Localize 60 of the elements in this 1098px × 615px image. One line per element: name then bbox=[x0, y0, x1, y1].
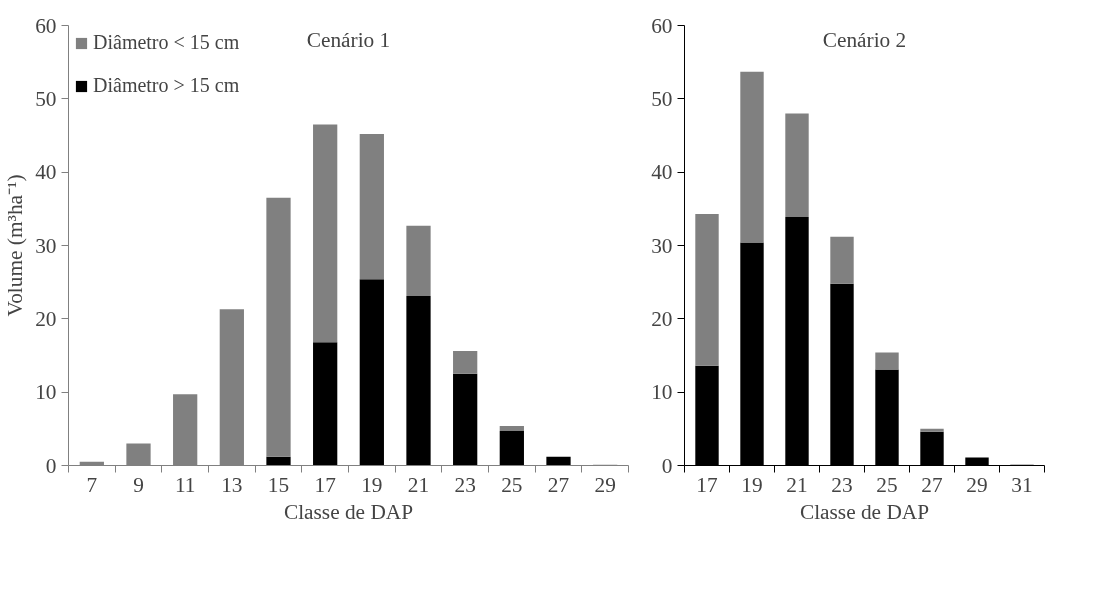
y-tick-label: 40 bbox=[651, 160, 673, 185]
legend-label: Diâmetro > 15 cm bbox=[93, 74, 240, 97]
y-axis-title: Volume (m³ha⁻¹) bbox=[3, 174, 28, 317]
bar bbox=[875, 352, 899, 370]
x-tick-label: 23 bbox=[454, 472, 476, 497]
bar bbox=[499, 431, 524, 466]
y-tick-label: 60 bbox=[651, 13, 673, 38]
bar bbox=[266, 197, 291, 457]
x-tick-label: 17 bbox=[696, 472, 718, 497]
bar bbox=[785, 113, 809, 217]
bar bbox=[313, 342, 338, 466]
x-tick-label: 9 bbox=[133, 472, 144, 497]
legend-label: Diâmetro < 15 cm bbox=[93, 31, 240, 54]
bar bbox=[266, 456, 291, 466]
x-tick-label: 21 bbox=[407, 472, 430, 497]
x-tick-label: 21 bbox=[786, 472, 808, 497]
x-tick-label: 19 bbox=[741, 472, 763, 497]
chart-title: Cenário 1 bbox=[306, 27, 391, 52]
x-tick-label: 13 bbox=[221, 472, 243, 497]
y-tick-label: 10 bbox=[651, 380, 673, 405]
chart-title: Cenário 2 bbox=[822, 27, 907, 52]
y-tick-label: 30 bbox=[35, 233, 57, 258]
y-tick-label: 0 bbox=[45, 453, 57, 478]
bar bbox=[920, 428, 944, 432]
bar bbox=[499, 425, 524, 432]
y-tick-label: 20 bbox=[35, 306, 57, 331]
x-tick-label: 27 bbox=[921, 472, 943, 497]
x-tick-label: 15 bbox=[267, 472, 290, 497]
y-tick-label: 60 bbox=[35, 13, 57, 38]
bar bbox=[406, 225, 431, 297]
x-axis-title: Classe de DAP bbox=[283, 499, 414, 524]
x-tick-label: 25 bbox=[876, 472, 898, 497]
y-tick-label: 0 bbox=[661, 453, 673, 478]
x-tick-label: 29 bbox=[594, 472, 616, 497]
bar bbox=[830, 236, 854, 284]
bar bbox=[546, 456, 571, 466]
bar bbox=[695, 213, 719, 366]
y-tick-label: 40 bbox=[35, 160, 57, 185]
x-tick-label: 19 bbox=[361, 472, 383, 497]
x-axis-title: Classe de DAP bbox=[799, 499, 930, 524]
bar bbox=[406, 296, 431, 466]
bar bbox=[453, 373, 478, 466]
x-tick-label: 25 bbox=[501, 472, 523, 497]
x-tick-label: 27 bbox=[547, 472, 570, 497]
x-tick-label: 11 bbox=[174, 472, 196, 497]
x-tick-label: 23 bbox=[831, 472, 853, 497]
y-tick-label: 20 bbox=[651, 306, 673, 331]
y-tick-label: 50 bbox=[35, 86, 57, 111]
bar bbox=[453, 351, 478, 374]
y-tick-label: 30 bbox=[651, 233, 673, 258]
bar bbox=[740, 71, 764, 243]
x-tick-label: 29 bbox=[966, 472, 988, 497]
x-tick-label: 7 bbox=[86, 472, 98, 497]
bar bbox=[359, 134, 384, 280]
x-tick-label: 31 bbox=[1011, 472, 1033, 497]
bar bbox=[359, 279, 384, 466]
x-tick-label: 17 bbox=[314, 472, 337, 497]
y-tick-label: 50 bbox=[651, 86, 673, 111]
y-tick-label: 10 bbox=[35, 380, 57, 405]
bar bbox=[313, 124, 338, 343]
